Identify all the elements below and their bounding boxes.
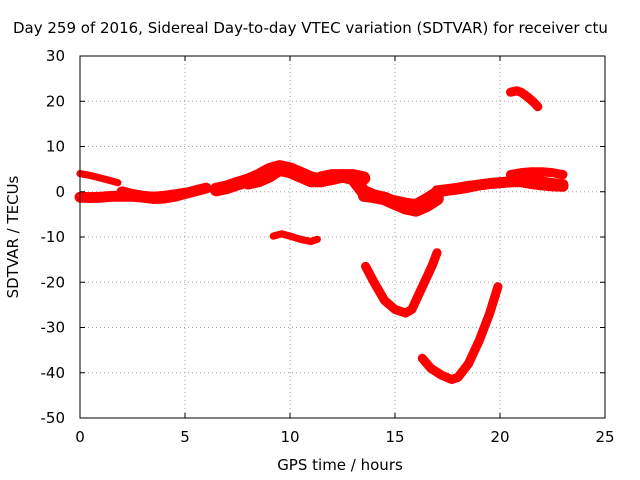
series-line-arc-a — [76, 170, 122, 187]
x-tick-label: 10 — [280, 428, 299, 446]
chart-title: Day 259 of 2016, Sidereal Day-to-day VTE… — [13, 19, 608, 37]
x-tick-label: 25 — [595, 428, 614, 446]
series-line-arc-m — [417, 282, 503, 385]
series-line-arc-c — [116, 186, 191, 203]
grid — [80, 56, 605, 418]
x-tick-label: 20 — [490, 428, 509, 446]
y-tick-label: -20 — [41, 273, 66, 291]
axis-ticks: 0 5 10 15 20 25 -50 -40 -30 -20 -10 0 10 20 30 — [41, 47, 615, 446]
y-axis-label: SDTVAR / TECUs — [4, 175, 22, 298]
series-line-arc-l — [361, 248, 442, 318]
y-tick-label: 30 — [46, 47, 65, 65]
y-tick-label: 0 — [55, 183, 65, 201]
y-tick-label: -50 — [41, 409, 66, 427]
y-tick-label: -10 — [41, 228, 66, 246]
series-group — [74, 86, 569, 385]
series-line-arc-i — [505, 167, 568, 180]
y-tick-label: -30 — [41, 319, 66, 337]
series-line-arc-j — [505, 86, 543, 112]
plot-frame — [79, 55, 606, 419]
series-line-arc-k — [269, 230, 321, 246]
series-line-arc-h — [431, 174, 569, 197]
y-tick-label: 20 — [46, 92, 65, 110]
x-tick-label: 0 — [75, 428, 85, 446]
x-axis-label: GPS time / hours — [277, 456, 403, 474]
x-tick-label: 5 — [180, 428, 190, 446]
x-tick-label: 15 — [385, 428, 404, 446]
y-tick-label: 10 — [46, 138, 65, 156]
y-tick-label: -40 — [41, 364, 66, 382]
